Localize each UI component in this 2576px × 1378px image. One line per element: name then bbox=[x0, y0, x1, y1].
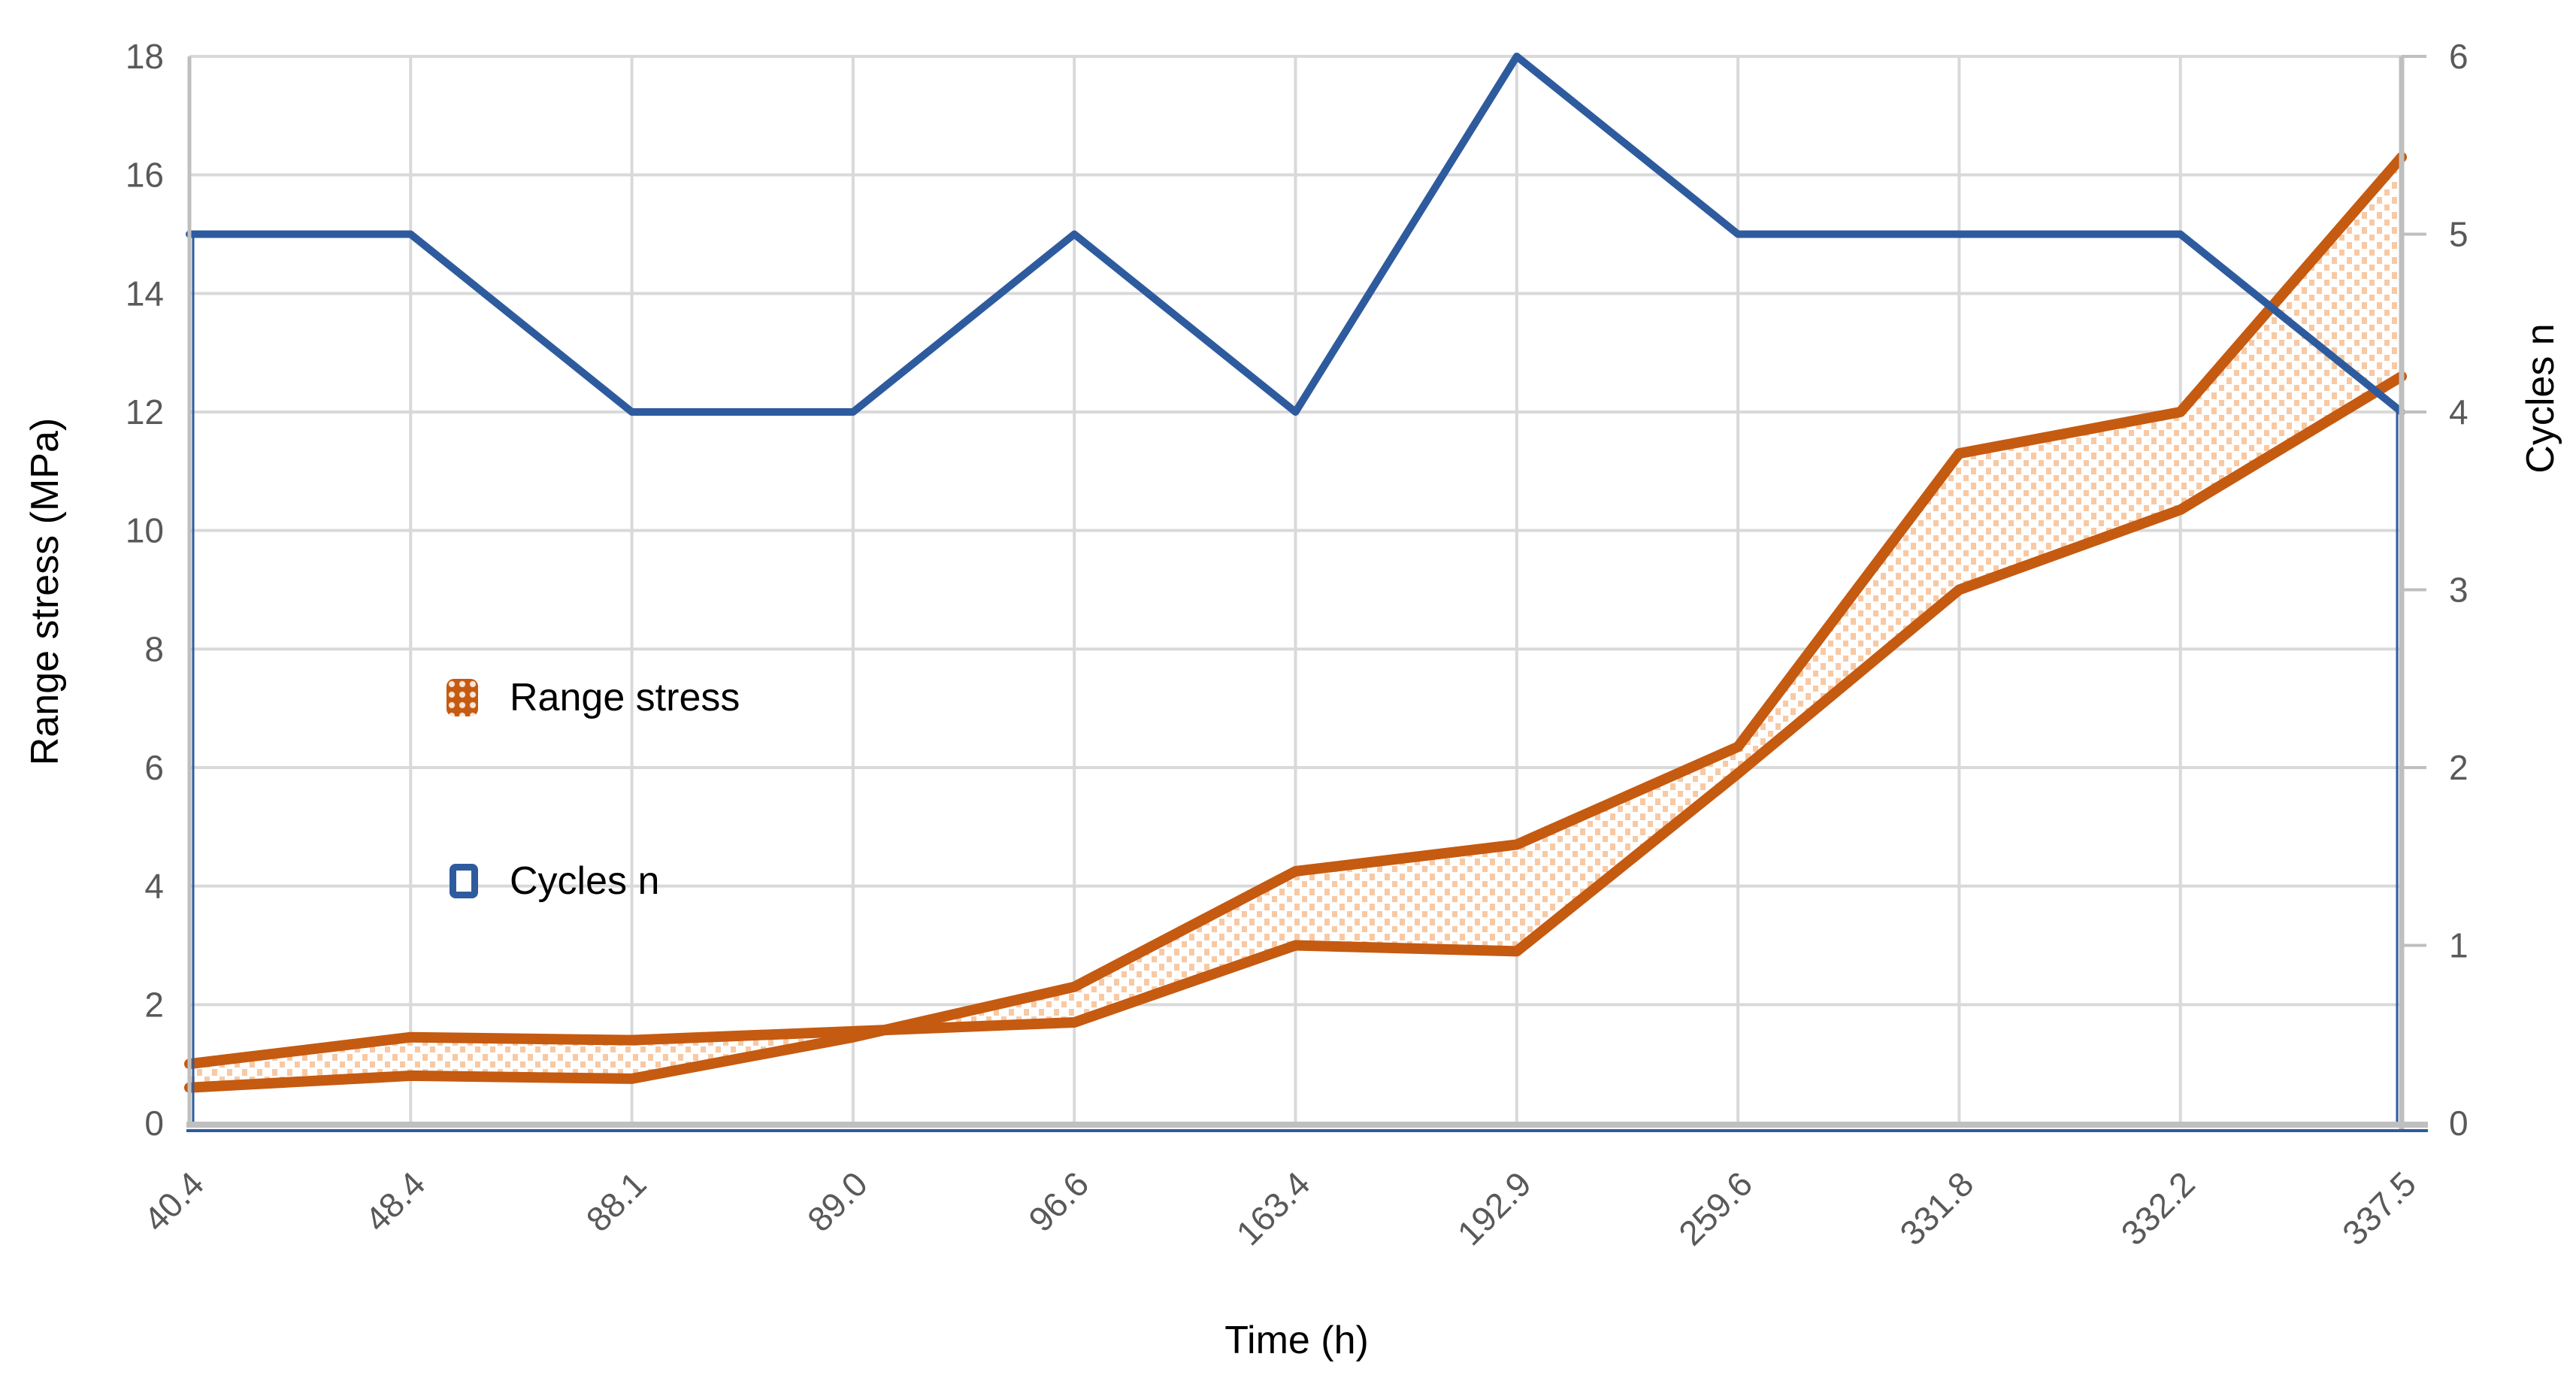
right-y-tick-label: 1 bbox=[2449, 926, 2469, 965]
right-axis-title: Cycles n bbox=[2519, 323, 2562, 474]
legend-item-cycles[interactable]: Cycles n bbox=[450, 859, 659, 904]
x-tick-label: 337.5 bbox=[2335, 1164, 2423, 1252]
left-y-tick-label: 10 bbox=[126, 511, 164, 550]
left-y-tick-label: 18 bbox=[126, 37, 164, 76]
right-y-tick-label: 5 bbox=[2449, 215, 2469, 254]
x-tick-label: 163.4 bbox=[1228, 1164, 1317, 1252]
left-y-tick-label: 4 bbox=[144, 867, 164, 906]
left-axis-title: Range stress (MPa) bbox=[23, 417, 67, 766]
range-stress-legend-label: Range stress bbox=[510, 676, 740, 719]
gridlines bbox=[189, 55, 2402, 1123]
right-y-tick-label: 0 bbox=[2449, 1104, 2469, 1143]
left-y-tick-label: 12 bbox=[126, 392, 164, 432]
range-stress-band-fill bbox=[189, 157, 2402, 1088]
x-tick-label: 40.4 bbox=[136, 1164, 211, 1239]
x-axis-title: Time (h) bbox=[1224, 1319, 1369, 1362]
range-stress-line-b bbox=[184, 152, 2407, 1093]
x-tick-label: 332.2 bbox=[2114, 1164, 2202, 1252]
right-y-tick-label: 2 bbox=[2449, 748, 2469, 787]
left-y-tick-label: 2 bbox=[144, 985, 164, 1024]
x-tick-label: 331.8 bbox=[1892, 1164, 1981, 1252]
cycles-line bbox=[186, 53, 2405, 416]
right-y-tick-label: 4 bbox=[2449, 392, 2469, 432]
cycles-legend-label: Cycles n bbox=[510, 859, 660, 903]
x-tick-label: 88.1 bbox=[579, 1164, 654, 1239]
x-tick-label: 96.6 bbox=[1021, 1164, 1096, 1239]
axis-lines bbox=[186, 55, 2428, 1132]
left-y-tick-label: 8 bbox=[144, 629, 164, 668]
x-tick-label: 48.4 bbox=[357, 1164, 432, 1239]
x-tick-label: 192.9 bbox=[1450, 1164, 1539, 1252]
legend-item-range-stress[interactable]: Range stress bbox=[446, 675, 740, 720]
right-y-tick-label: 3 bbox=[2449, 571, 2469, 610]
x-tick-label: 259.6 bbox=[1671, 1164, 1760, 1252]
range-stress-line-a bbox=[184, 371, 2407, 1070]
x-tick-label: 89.0 bbox=[800, 1164, 875, 1239]
right-y-tick-label: 6 bbox=[2449, 37, 2469, 76]
left-y-tick-label: 16 bbox=[126, 156, 164, 195]
left-y-tick-label: 6 bbox=[144, 748, 164, 787]
cycles-legend-marker-icon bbox=[450, 864, 478, 898]
left-y-tick-label: 0 bbox=[144, 1104, 164, 1143]
range-stress-legend-marker-icon bbox=[446, 679, 478, 716]
left-y-tick-label: 14 bbox=[126, 274, 164, 313]
